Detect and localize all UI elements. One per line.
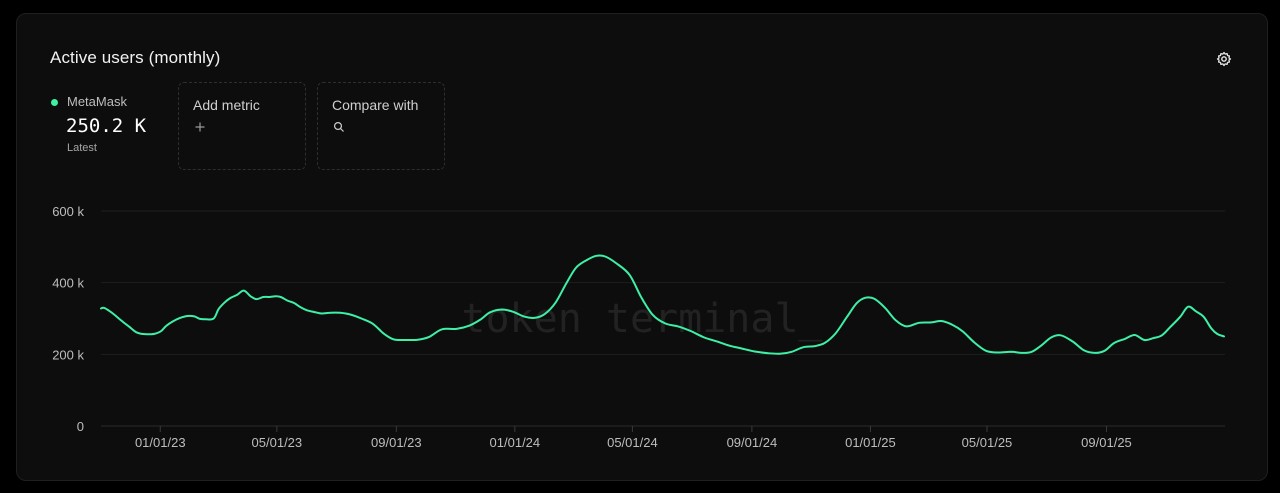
- x-tick-label: 09/01/24: [727, 435, 778, 450]
- compare-with-button[interactable]: Compare with: [317, 82, 445, 170]
- x-tick-label: 09/01/23: [371, 435, 422, 450]
- metric-name: MetaMask: [67, 94, 127, 109]
- x-tick-label: 01/01/25: [845, 435, 896, 450]
- plus-icon: [195, 122, 205, 132]
- add-metric-label: Add metric: [193, 97, 260, 113]
- metric-legend[interactable]: MetaMask 250.2 K Latest: [50, 94, 170, 164]
- y-tick-label: 600 k: [52, 204, 84, 219]
- y-tick-label: 0: [77, 419, 84, 434]
- search-icon: [333, 121, 344, 132]
- watermark: token terminal_: [461, 296, 823, 342]
- x-axis: 01/01/23 05/01/23 09/01/23 01/01/24 05/01/24…: [135, 426, 1132, 450]
- y-tick-label: 400 k: [52, 276, 84, 291]
- metric-sublabel: Latest: [67, 142, 97, 154]
- x-tick-label: 05/01/23: [252, 435, 303, 450]
- x-tick-label: 05/01/24: [607, 435, 658, 450]
- y-tick-label: 200 k: [52, 347, 84, 362]
- add-metric-button[interactable]: Add metric: [178, 82, 306, 170]
- x-tick-label: 01/01/23: [135, 435, 186, 450]
- x-tick-label: 05/01/25: [962, 435, 1013, 450]
- chart-card: Active users (monthly) MetaMask 250.2 K …: [16, 13, 1268, 481]
- metric-value: 250.2 K: [66, 115, 147, 137]
- series-color-dot: [51, 99, 58, 106]
- chart-title: Active users (monthly): [50, 48, 221, 67]
- series-line-metamask[interactable]: [100, 254, 1225, 355]
- compare-with-label: Compare with: [332, 97, 419, 113]
- grid-lines: [101, 210, 1225, 427]
- gear-icon[interactable]: [1216, 51, 1232, 67]
- x-tick-label: 01/01/24: [490, 435, 541, 450]
- y-axis: 0 200 k 400 k 600 k: [52, 204, 84, 434]
- x-tick-label: 09/01/25: [1081, 435, 1132, 450]
